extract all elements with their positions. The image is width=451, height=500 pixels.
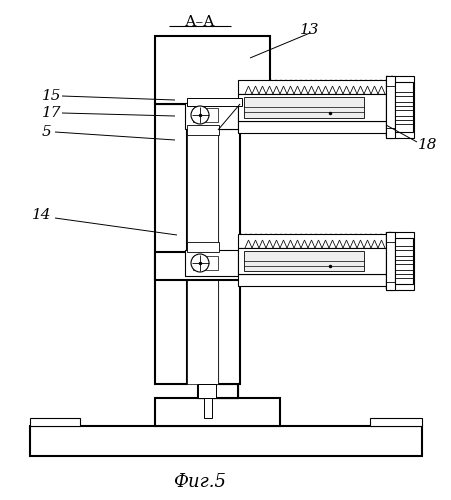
Bar xyxy=(30,426,421,456)
Bar xyxy=(155,252,244,280)
Text: А–А: А–А xyxy=(184,15,215,29)
Bar xyxy=(198,384,216,398)
Bar xyxy=(177,128,187,370)
Text: 15: 15 xyxy=(42,89,61,103)
Text: 17: 17 xyxy=(42,106,61,120)
Bar xyxy=(184,250,238,276)
Bar xyxy=(238,234,385,248)
Bar xyxy=(30,418,80,426)
Text: 5: 5 xyxy=(42,125,51,139)
Bar xyxy=(155,398,279,426)
Bar xyxy=(238,121,385,133)
Bar xyxy=(238,274,385,286)
Bar xyxy=(155,104,187,384)
Bar xyxy=(155,36,269,104)
Bar xyxy=(385,232,394,290)
Bar xyxy=(155,104,187,384)
Bar xyxy=(385,76,394,138)
Bar xyxy=(217,129,239,384)
Bar xyxy=(238,121,385,133)
Bar xyxy=(385,232,413,290)
Text: Фиг.5: Фиг.5 xyxy=(173,473,226,491)
Bar xyxy=(197,128,216,370)
Bar xyxy=(155,398,279,426)
Bar xyxy=(238,80,385,94)
Bar xyxy=(184,103,238,129)
Bar xyxy=(385,232,394,290)
Bar xyxy=(193,108,217,122)
Bar xyxy=(198,384,238,398)
Circle shape xyxy=(191,254,208,272)
Bar xyxy=(30,426,421,456)
Bar xyxy=(187,98,241,106)
Bar xyxy=(198,384,238,398)
Bar xyxy=(244,97,363,118)
Bar xyxy=(238,234,385,248)
Bar xyxy=(184,250,238,276)
Bar xyxy=(217,129,239,384)
Bar xyxy=(203,398,212,418)
Bar xyxy=(198,384,238,398)
Bar xyxy=(394,82,412,132)
Bar xyxy=(238,248,385,274)
Bar xyxy=(385,76,394,138)
Bar xyxy=(394,238,412,284)
Bar xyxy=(187,242,219,252)
Bar xyxy=(385,76,413,138)
Bar xyxy=(184,103,238,129)
Bar xyxy=(155,36,269,104)
Bar xyxy=(238,274,385,286)
Bar xyxy=(238,94,385,121)
Bar xyxy=(187,125,219,135)
Bar xyxy=(369,418,421,426)
Bar xyxy=(155,252,244,280)
Bar xyxy=(244,251,363,271)
Text: 18: 18 xyxy=(417,138,437,152)
Bar xyxy=(210,374,226,384)
Text: 13: 13 xyxy=(299,23,319,37)
Bar xyxy=(193,256,217,270)
Bar xyxy=(187,129,217,384)
Text: 14: 14 xyxy=(32,208,51,222)
Circle shape xyxy=(191,106,208,124)
Bar xyxy=(238,80,385,94)
